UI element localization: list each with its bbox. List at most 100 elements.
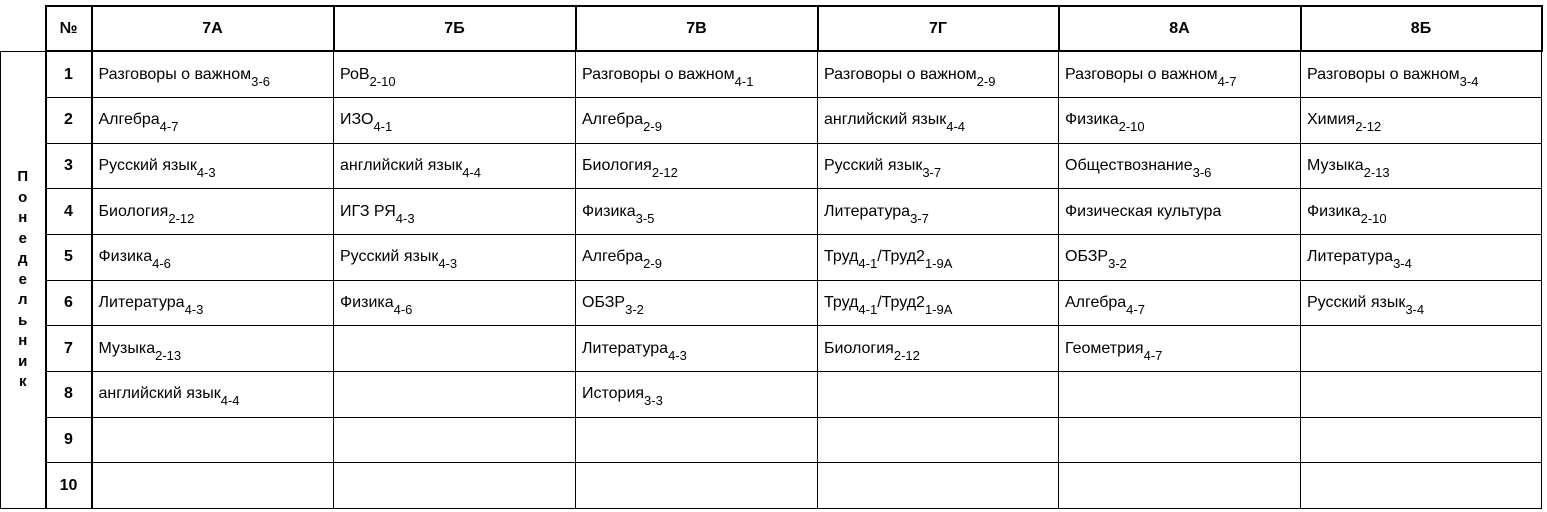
subject: Биология <box>98 202 169 220</box>
lesson-cell: Алгебра2-9 <box>575 233 818 281</box>
room: 4-4 <box>462 164 482 180</box>
lesson-cell <box>1300 462 1542 510</box>
lesson-cell <box>333 462 576 510</box>
lesson-cell: Физика3-5 <box>575 188 818 235</box>
subject: Разговоры о важном <box>824 65 977 83</box>
room: 4-1 <box>734 73 754 89</box>
lesson-cell: Литература3-7 <box>817 188 1059 235</box>
subject: Алгебра <box>582 248 644 266</box>
lesson-cell <box>91 416 334 464</box>
lesson-cell <box>333 325 576 372</box>
room: 2-10 <box>369 73 396 89</box>
room: 1-9А <box>924 301 953 317</box>
lesson-cell <box>1058 416 1301 464</box>
lesson-cell: Музыка2-13 <box>91 325 334 372</box>
lesson-cell <box>333 416 576 464</box>
room: 4-3 <box>395 210 415 226</box>
class-header: 7В <box>574 4 819 53</box>
room: 2-13 <box>155 347 182 363</box>
room: 4-3 <box>196 164 216 180</box>
room: 3-2 <box>625 301 644 317</box>
room: 4-3 <box>438 256 458 272</box>
subject: английский язык <box>340 156 463 174</box>
lesson-row: 6 Литература4-3 Физика4-6 ОБЗР3-2 Труд4-1/Тр… <box>1 279 1542 327</box>
lesson-cell: Алгебра4-7 <box>91 96 334 144</box>
lesson-cell: Русский язык4-3 <box>333 233 576 281</box>
subject: Разговоры о важном <box>1307 65 1460 83</box>
room: 2-12 <box>1355 119 1382 135</box>
room: 3-3 <box>644 393 663 409</box>
lesson-cell: Алгебра4-7 <box>1058 279 1301 327</box>
class-header: 7А <box>90 4 335 53</box>
subject: Литература <box>824 202 911 220</box>
lesson-cell: ОБЗР3-2 <box>575 279 818 327</box>
lesson-row: 10 <box>1 462 1542 510</box>
lesson-cell: Физика2-10 <box>1058 96 1301 144</box>
room: 4-7 <box>1217 73 1237 89</box>
lesson-cell <box>817 371 1059 418</box>
lesson-cell: Литература3-4 <box>1300 233 1542 281</box>
subject: Литература <box>98 293 185 311</box>
room: 3-5 <box>635 210 655 226</box>
subject: Музыка <box>1307 156 1364 174</box>
lesson-row: 4 Биология2-12 ИГЗ РЯ4-3 Физика3-5 Литератур… <box>1 188 1542 235</box>
lesson-cell: Разговоры о важном4-1 <box>575 50 818 98</box>
lesson-row: 7 Музыка2-13 Литература4-3 Биология2-12 Геом… <box>1 325 1542 372</box>
subject: Алгебра <box>582 111 644 129</box>
subject: Русский язык <box>1307 293 1406 311</box>
subject: Физика <box>582 202 636 220</box>
lesson-cell: Физика4-6 <box>91 233 334 281</box>
subject: английский язык <box>824 111 947 129</box>
lesson-cell: Биология2-12 <box>91 188 334 235</box>
subject: /Труд2 <box>877 248 925 266</box>
room: 4-3 <box>668 347 687 363</box>
room: 4-1 <box>373 119 393 135</box>
lesson-cell <box>1058 371 1301 418</box>
lesson-number: 2 <box>44 96 93 144</box>
room: 2-9 <box>976 73 996 89</box>
lesson-number: 4 <box>44 188 93 235</box>
lesson-number: 5 <box>44 233 93 281</box>
room: 4-3 <box>184 301 204 317</box>
lesson-cell: Физика4-6 <box>333 279 576 327</box>
lesson-cell: ОБЗР3-2 <box>1058 233 1301 281</box>
lesson-cell: РоВ2-10 <box>333 50 576 98</box>
lesson-number: 6 <box>44 279 93 327</box>
lesson-cell <box>817 462 1059 510</box>
lesson-cell: Разговоры о важном4-7 <box>1058 50 1301 98</box>
schedule: № 7А 7Б 7В 7Г 8А 8Б Понедельник 1 Разговоры о важ… <box>0 4 1543 510</box>
room: 2-10 <box>1118 119 1145 135</box>
lesson-cell <box>1058 462 1301 510</box>
subject: Труд <box>824 293 859 311</box>
lesson-cell: Русский язык3-4 <box>1300 279 1542 327</box>
subject: Русский язык <box>824 156 923 174</box>
lesson-cell: Обществознание3-6 <box>1058 142 1301 190</box>
subject: Биология <box>824 339 894 357</box>
lesson-cell: английский язык4-4 <box>333 142 576 190</box>
lesson-cell: Биология2-12 <box>817 325 1059 372</box>
lesson-number: 8 <box>44 371 93 418</box>
room: 4-7 <box>159 119 179 135</box>
room: 3-4 <box>1405 301 1425 317</box>
lesson-cell <box>575 416 818 464</box>
lesson-number: 7 <box>44 325 93 372</box>
lesson-cell: английский язык4-4 <box>817 96 1059 144</box>
lesson-cell <box>333 371 576 418</box>
room: 2-9 <box>643 256 662 272</box>
room: 3-4 <box>1393 256 1412 272</box>
lesson-cell: Труд4-1/Труд21-9А <box>817 233 1059 281</box>
room: 4-4 <box>220 393 240 409</box>
subject: ИГЗ РЯ <box>340 202 396 220</box>
subject: Русский язык <box>98 156 197 174</box>
lesson-cell: Геометрия4-7 <box>1058 325 1301 372</box>
lesson-cell: История3-3 <box>575 371 818 418</box>
lesson-cell: английский язык4-4 <box>91 371 334 418</box>
lesson-cell <box>817 416 1059 464</box>
subject: английский язык <box>98 385 221 403</box>
lesson-cell: Музыка2-13 <box>1300 142 1542 190</box>
subject: Труд <box>824 248 859 266</box>
room: 4-7 <box>1126 301 1145 317</box>
schedule-table: № 7А 7Б 7В 7Г 8А 8Б Понедельник 1 Разговоры о важ… <box>0 4 1543 510</box>
lesson-row: Понедельник 1 Разговоры о важном3-6 РоВ2-10… <box>0 50 1542 510</box>
class-header: 8Б <box>1299 4 1543 53</box>
